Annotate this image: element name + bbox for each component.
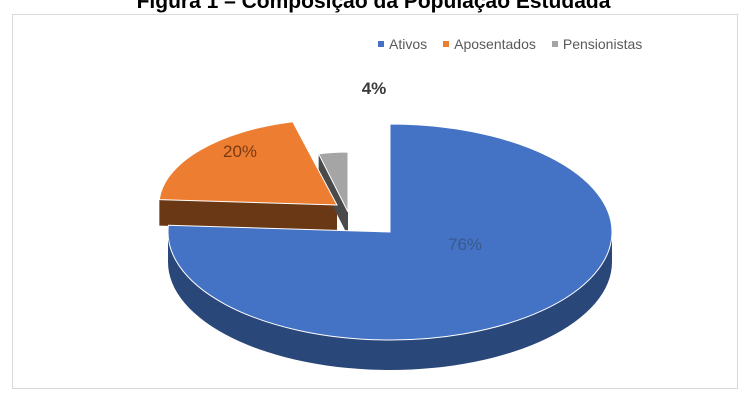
- data-label-ativos: 76%: [448, 235, 482, 254]
- legend-item-ativos: Ativos: [378, 36, 427, 52]
- chart-legend: Ativos Aposentados Pensionistas: [378, 36, 738, 52]
- pie-slice-ativos: [167, 123, 613, 341]
- data-label-pensionistas: 4%: [362, 79, 387, 98]
- pie-slices: [158, 121, 613, 370]
- chart-title: Figura 1 – Composição da População Estud…: [136, 0, 611, 13]
- legend-item-pensionistas: Pensionistas: [551, 36, 643, 52]
- legend-swatch-ativos: [378, 41, 384, 47]
- legend-swatch-pensionistas: [551, 41, 558, 47]
- legend-swatch-aposentados: [443, 41, 450, 47]
- legend-label-aposentados: Aposentados: [454, 36, 536, 52]
- pie-slice-wall-aposentados-0: [159, 199, 337, 231]
- pie-slice-aposentados: [158, 121, 338, 206]
- pie-slice-wall-pensionistas-0: [318, 153, 348, 236]
- legend-item-aposentados: Aposentados: [443, 36, 536, 52]
- legend-label-pensionistas: Pensionistas: [562, 36, 643, 52]
- pie-data-labels: 4% 20% 76%: [223, 79, 482, 254]
- pie-slice-side-ativos: [168, 232, 612, 370]
- pie-slice-pensionistas: [317, 151, 349, 213]
- data-label-aposentados: 20%: [223, 142, 257, 161]
- legend-label-ativos: Ativos: [389, 36, 428, 52]
